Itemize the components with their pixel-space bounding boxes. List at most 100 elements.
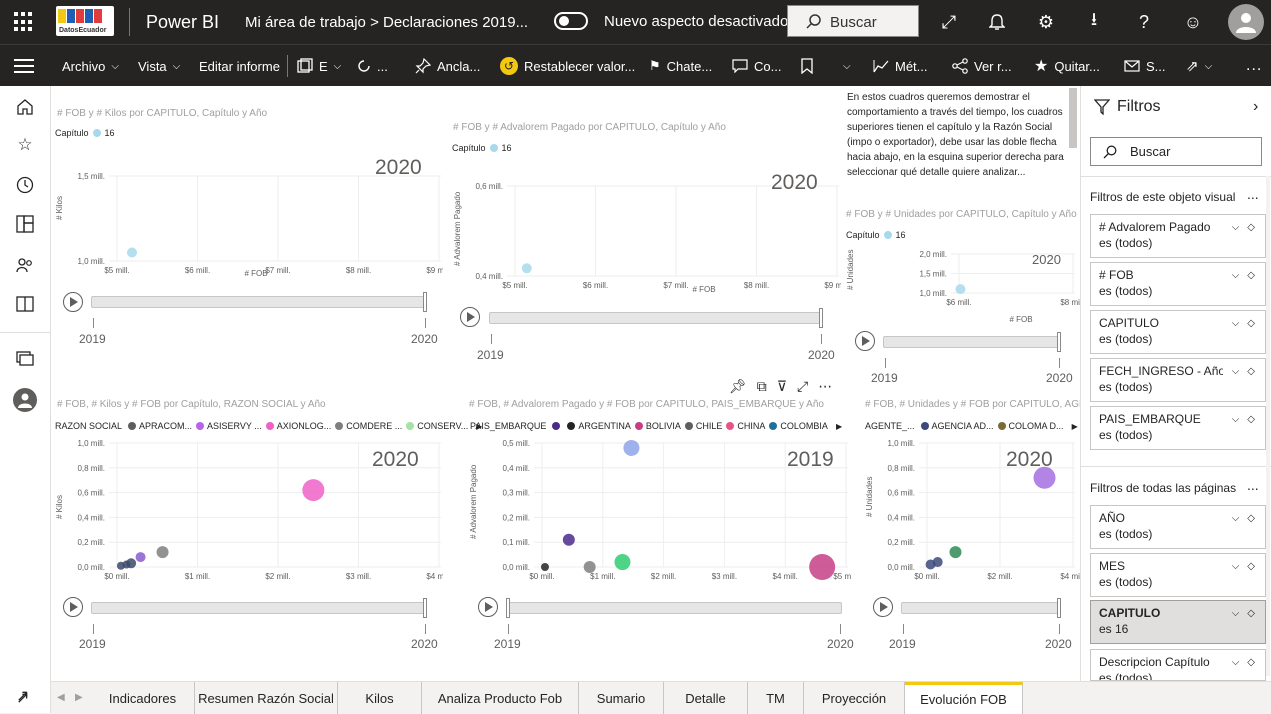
scatter-visual-pais-embarque[interactable]: # FOB, # Advalorem Pagado y # FOB por CA… xyxy=(461,391,854,676)
section-more-icon[interactable]: ... xyxy=(1247,477,1259,493)
play-button[interactable] xyxy=(873,597,893,617)
hamburger-menu-icon[interactable] xyxy=(14,45,34,87)
legend-item[interactable]: COLOMBIA xyxy=(769,421,828,431)
scatter-visual-unidades-capitulo[interactable]: # FOB y # Unidades por CAPITULO, Capítul… xyxy=(843,196,1080,386)
tab-resumen-razón-social[interactable]: Resumen Razón Social xyxy=(195,682,338,714)
filter-card[interactable]: # FOB es (todos) ⌵ ◇ xyxy=(1090,262,1266,306)
search-box[interactable]: Buscar xyxy=(787,5,919,37)
refresh-button[interactable]: ... xyxy=(357,45,388,87)
app-launcher-icon[interactable] xyxy=(14,12,34,32)
pin-button[interactable]: Ancla... xyxy=(415,45,480,87)
chevron-down-icon[interactable]: ⌵ xyxy=(1231,657,1240,668)
eraser-icon[interactable]: ◇ xyxy=(1247,222,1255,233)
slider-thumb[interactable] xyxy=(1057,332,1061,352)
chevron-down-icon[interactable]: ⌵ xyxy=(1231,222,1240,233)
chat-teams-button[interactable]: ⚑ Chate... xyxy=(649,45,712,87)
filter-card[interactable]: FECH_INGRESO - Año es (todos) ⌵ ◇ xyxy=(1090,358,1266,402)
view-related-button[interactable]: Ver r... xyxy=(952,45,1012,87)
tab-sumario[interactable]: Sumario xyxy=(579,682,664,714)
play-button[interactable] xyxy=(460,307,480,327)
legend-item[interactable]: BOLIVIA xyxy=(634,421,681,431)
legend-item[interactable]: CONSERV... xyxy=(406,421,468,431)
legend-item[interactable] xyxy=(552,422,563,430)
legend-item[interactable]: CHILE xyxy=(684,421,722,431)
bookmark-button[interactable]: ⌵ xyxy=(801,45,851,87)
filter-icon[interactable]: ⊽ xyxy=(776,378,788,394)
reset-button[interactable]: ↺ Restablecer valor... xyxy=(500,45,635,87)
play-axis-slider[interactable] xyxy=(91,296,427,308)
feedback-smiley-icon[interactable]: ☺ xyxy=(1183,11,1203,32)
scatter-visual-razon-social[interactable]: # FOB, # Kilos y # FOB por Capítulo, RAZ… xyxy=(51,391,482,676)
scatter-visual-agente[interactable]: # FOB, # Unidades y # FOB por CAPITULO, … xyxy=(857,391,1094,676)
copy-visual-icon[interactable]: ⧉ xyxy=(756,378,767,394)
play-button[interactable] xyxy=(855,331,875,351)
filter-card-active[interactable]: CAPITULO es 16 ⌵ ◇ xyxy=(1090,600,1266,644)
metrics-button[interactable]: Mét... xyxy=(873,45,928,87)
play-axis-slider[interactable] xyxy=(901,602,1061,614)
legend-next-arrow-icon[interactable]: ▶ xyxy=(835,421,843,431)
play-button[interactable] xyxy=(63,292,83,312)
recent-clock-icon[interactable] xyxy=(14,174,36,196)
new-look-toggle[interactable] xyxy=(554,12,588,30)
home-icon[interactable] xyxy=(14,96,36,118)
eraser-icon[interactable]: ◇ xyxy=(1247,657,1255,668)
share-button[interactable]: ⇗ ⌵ xyxy=(1186,45,1212,87)
filter-pane-scrollbar[interactable] xyxy=(1266,176,1270,676)
legend-item[interactable]: 16 xyxy=(104,128,115,138)
legend-item[interactable]: CHINA xyxy=(726,421,765,431)
legend-item[interactable]: 16 xyxy=(501,143,512,153)
play-axis-slider[interactable] xyxy=(883,336,1061,348)
favorites-star-icon[interactable]: ☆ xyxy=(17,135,33,154)
pin-visual-icon[interactable]: 📌︎ xyxy=(729,378,747,394)
legend-item[interactable]: COLOMA D... xyxy=(997,421,1064,431)
comment-button[interactable]: Co... xyxy=(732,45,781,87)
legend-item[interactable]: APRACOM... xyxy=(128,421,192,431)
eraser-icon[interactable]: ◇ xyxy=(1247,270,1255,281)
apps-icon[interactable] xyxy=(14,213,36,235)
scatter-visual-advalorem-capitulo[interactable]: # FOB y # Advalorem Pagado por CAPITULO,… xyxy=(449,86,841,371)
tabs-prev-arrow-icon[interactable]: ◀ xyxy=(57,692,65,703)
expand-icon[interactable]: ⤢ xyxy=(941,11,957,32)
tab-detalle[interactable]: Detalle xyxy=(664,682,748,714)
chevron-down-icon[interactable]: ⌵ xyxy=(1231,561,1240,572)
chevron-down-icon[interactable]: ⌵ xyxy=(1231,270,1240,281)
scatter-visual-kilos-capitulo[interactable]: # FOB y # Kilos por CAPITULO, Capítulo y… xyxy=(51,86,443,356)
workspaces-icon[interactable] xyxy=(14,348,36,370)
chevron-down-icon[interactable]: ⌵ xyxy=(1231,608,1240,619)
app-name[interactable]: Power BI xyxy=(146,12,220,32)
subscribe-button[interactable]: S... xyxy=(1124,45,1166,87)
play-axis-slider[interactable] xyxy=(91,602,427,614)
section-more-icon[interactable]: ... xyxy=(1247,186,1259,202)
play-button[interactable] xyxy=(478,597,498,617)
slider-thumb[interactable] xyxy=(423,598,427,618)
file-menu[interactable]: Archivo ⌵ xyxy=(62,45,119,87)
slider-thumb[interactable] xyxy=(819,308,823,328)
explore-menu[interactable]: E ⌵ xyxy=(297,45,341,87)
legend-next-arrow-icon[interactable]: ▶ xyxy=(1071,421,1078,431)
legend-item[interactable]: AXIONLOG... xyxy=(265,421,331,431)
filter-card[interactable]: PAIS_EMBARQUE es (todos) ⌵ ◇ xyxy=(1090,406,1266,450)
play-button[interactable] xyxy=(63,597,83,617)
settings-gear-icon[interactable]: ⚙ xyxy=(1037,11,1055,32)
help-icon[interactable]: ? xyxy=(1138,11,1149,32)
eraser-icon[interactable]: ◇ xyxy=(1247,366,1255,377)
view-menu[interactable]: Vista ⌵ xyxy=(138,45,180,87)
breadcrumb[interactable]: Mi área de trabajo > Declaraciones 2019.… xyxy=(245,14,529,31)
slider-thumb[interactable] xyxy=(423,292,427,312)
legend-item[interactable]: ASISERVY ... xyxy=(196,421,262,431)
legend-item[interactable]: 16 xyxy=(895,230,906,240)
unfavorite-button[interactable]: ★ Quitar... xyxy=(1034,45,1100,87)
slider-thumb[interactable] xyxy=(1057,598,1061,618)
legend-item[interactable]: COMDERE ... xyxy=(335,421,402,431)
tab-kilos[interactable]: Kilos xyxy=(338,682,422,714)
expand-arrow-icon[interactable]: ↗ xyxy=(16,690,30,707)
collapse-pane-chevron-icon[interactable]: › xyxy=(1253,98,1259,115)
my-workspace-avatar-icon[interactable] xyxy=(13,388,37,412)
user-avatar[interactable] xyxy=(1228,4,1264,40)
tab-proyección[interactable]: Proyección xyxy=(804,682,905,714)
download-icon[interactable]: ⭳ xyxy=(1090,9,1098,29)
expand-nav-arrow-icon[interactable]: ↗ xyxy=(16,688,30,705)
play-axis-slider[interactable] xyxy=(506,602,842,614)
filter-card[interactable]: AÑO es (todos) ⌵ ◇ xyxy=(1090,505,1266,549)
chevron-down-icon[interactable]: ⌵ xyxy=(1231,414,1240,425)
